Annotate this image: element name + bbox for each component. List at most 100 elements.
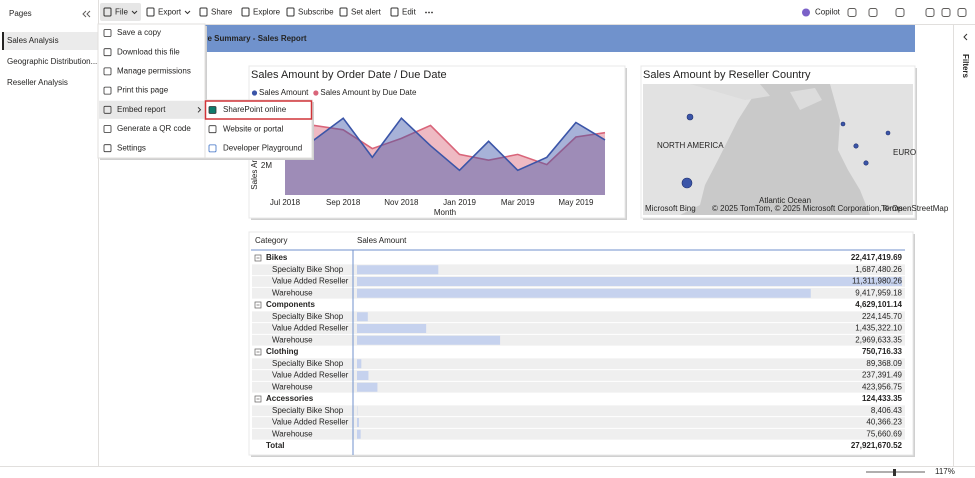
copilot-button[interactable]: Copilot: [815, 8, 841, 17]
row-name: Warehouse: [272, 429, 313, 438]
area-line: [284, 117, 606, 172]
map-label: EURO: [893, 148, 916, 157]
map-land: [830, 84, 913, 215]
page-tab[interactable]: Geographic Distribution...: [7, 57, 97, 66]
view-icon[interactable]: [895, 8, 905, 17]
menu-item[interactable]: Developer Playground: [223, 144, 302, 153]
refresh-icon[interactable]: [847, 8, 857, 17]
group-name: Clothing: [266, 347, 299, 356]
toolbar-icon: [199, 7, 208, 17]
zoom-thumb[interactable]: [893, 469, 896, 476]
row-name: Warehouse: [272, 335, 313, 344]
report-banner: [103, 25, 915, 52]
data-bar: [357, 265, 439, 275]
map-bubble[interactable]: [863, 160, 869, 166]
row-bg: [252, 311, 905, 323]
row-name: Specialty Bike Shop: [272, 312, 344, 321]
row-value: 9,417,959.18: [855, 288, 902, 297]
legend-marker: [313, 90, 319, 96]
area-line: [284, 124, 606, 166]
toolbar-button[interactable]: Share: [211, 8, 233, 17]
map-terms[interactable]: Terms: [881, 204, 903, 213]
row-value: 423,956.75: [862, 382, 903, 391]
toolbar-button[interactable]: Edit: [402, 8, 417, 17]
page-tab[interactable]: Sales Analysis: [7, 36, 59, 45]
row-bg: [252, 264, 905, 276]
report-title: ve Summary - Sales Report: [203, 34, 307, 43]
menu-icon: [103, 67, 112, 76]
reload-icon[interactable]: [925, 8, 935, 17]
menu-item[interactable]: Generate a QR code: [117, 124, 191, 133]
filters-label[interactable]: Filters: [961, 54, 970, 79]
row-name: Value Added Reseller: [272, 418, 349, 427]
total-name: Total: [266, 441, 285, 450]
zoom-level: 117%: [935, 467, 955, 476]
menu-item-hover: [99, 100, 205, 119]
x-axis-label: Month: [434, 208, 456, 217]
data-bar: [357, 371, 369, 380]
page-tab[interactable]: Reseller Analysis: [7, 78, 68, 87]
more-dot[interactable]: [428, 11, 430, 14]
row-name: Specialty Bike Shop: [272, 359, 344, 368]
map-bubble[interactable]: [885, 130, 891, 136]
legend-label: Sales Amount by Due Date: [320, 88, 417, 97]
group-total: 124,433.35: [862, 394, 903, 403]
bookmark-icon[interactable]: [868, 8, 878, 17]
menu-item[interactable]: Download this file: [117, 47, 180, 56]
menu-item[interactable]: Manage permissions: [117, 67, 191, 76]
menu-item[interactable]: Print this page: [117, 86, 169, 95]
data-bar: [357, 382, 378, 392]
menu-item[interactable]: Website or portal: [223, 124, 284, 133]
toolbar-button[interactable]: File: [115, 8, 128, 17]
group-total: 4,629,101.14: [855, 300, 902, 309]
map-bubble[interactable]: [853, 143, 859, 149]
data-bar: [357, 324, 427, 333]
menu-item[interactable]: Save a copy: [117, 28, 161, 37]
page-selected-bg: [2, 32, 98, 50]
toolbar-button[interactable]: Subscribe: [298, 8, 334, 17]
toolbar-button[interactable]: Explore: [253, 8, 281, 17]
group-total: 750,716.33: [862, 347, 903, 356]
row-value: 40,366.23: [866, 418, 902, 427]
collapse-icon[interactable]: [82, 10, 91, 18]
map-land: [790, 88, 822, 110]
chevron: [184, 10, 191, 15]
toolbar-button[interactable]: Export: [158, 8, 182, 17]
data-bar: [357, 359, 362, 369]
map-bubble[interactable]: [840, 121, 846, 127]
menu-item[interactable]: SharePoint online: [223, 105, 287, 114]
menu-icon: [208, 125, 217, 134]
row-name: Warehouse: [272, 288, 313, 297]
menu-icon: [103, 29, 112, 37]
filters-arrow[interactable]: [963, 33, 968, 41]
menu-item[interactable]: Settings: [117, 143, 146, 152]
map-label: NORTH AMERICA: [657, 141, 724, 150]
map-bubble[interactable]: [686, 113, 694, 121]
column-header: Sales Amount: [357, 236, 407, 245]
menu-icon: [103, 86, 112, 95]
more-dot[interactable]: [425, 11, 427, 14]
favorite-icon[interactable]: [957, 8, 967, 17]
menu-item[interactable]: Embed report: [117, 105, 166, 114]
group-name: Bikes: [266, 253, 288, 262]
toolbar-icon: [339, 7, 348, 17]
row-value: 237,391.49: [862, 371, 903, 380]
legend-marker: [251, 90, 258, 96]
toolbar-icon: [390, 7, 399, 17]
toolbar-button[interactable]: Set alert: [351, 8, 382, 17]
row-name: Specialty Bike Shop: [272, 406, 344, 415]
toolbar-icon: [103, 7, 112, 17]
comment-icon[interactable]: [941, 8, 951, 17]
map-label: Atlantic Ocean: [759, 196, 811, 205]
x-tick-label: May 2019: [558, 198, 594, 207]
map-bubble[interactable]: [681, 177, 693, 189]
toolbar-icon: [146, 7, 155, 17]
row-value: 1,435,322.10: [855, 324, 902, 333]
menu-icon: [103, 105, 112, 114]
row-value: 11,311,980.26: [852, 277, 903, 286]
more-dot[interactable]: [431, 11, 433, 14]
map-title: Sales Amount by Reseller Country: [643, 69, 811, 81]
row-bg: [252, 334, 905, 346]
chart-title: Sales Amount by Order Date / Due Date: [251, 69, 447, 81]
area-fill: [285, 118, 605, 195]
